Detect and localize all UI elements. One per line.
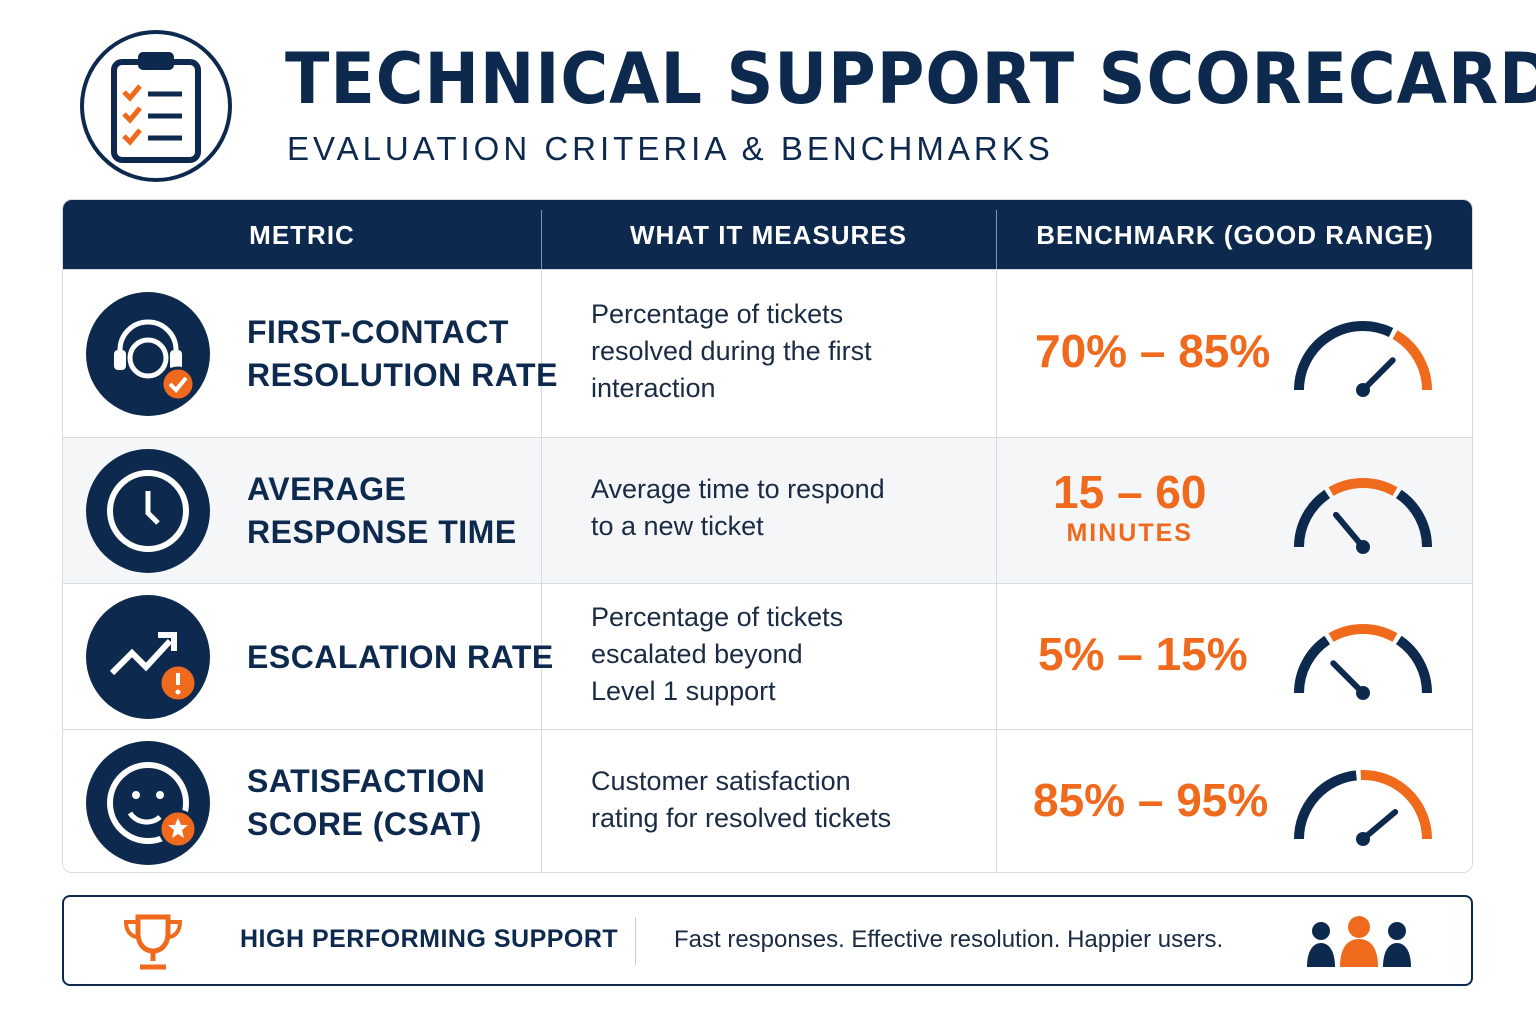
description-line: Percentage of tickets — [591, 298, 844, 329]
table-row: ESCALATION RATE Percentage of tickets esca… — [63, 583, 1472, 729]
scorecard-table: METRIC WHAT IT MEASURES BENCHMARK (GOOD … — [62, 199, 1473, 873]
benchmark-range: 85% – 95% — [1033, 773, 1269, 826]
metric-name-line: SCORE (CSAT) — [247, 805, 482, 842]
gauge-icon — [1294, 769, 1432, 846]
footer-label: HIGH PERFORMING SUPPORT — [240, 925, 619, 953]
description-line: resolved during the first — [591, 335, 872, 366]
description-line: interaction — [591, 372, 716, 403]
table-row: FIRST-CONTACT RESOLUTION RATE Percentage o… — [63, 269, 1472, 437]
metric-description: Percentage of tickets resolved during the… — [591, 296, 872, 407]
footer-banner: HIGH PERFORMING SUPPORT Fast responses. … — [62, 895, 1473, 986]
gauge-arc — [1395, 635, 1432, 694]
metric-description: Average time to respond to a new ticket — [591, 471, 885, 545]
footer-tagline: Fast responses. Effective resolution. Ha… — [674, 926, 1224, 953]
table-header: METRIC WHAT IT MEASURES BENCHMARK (GOOD … — [63, 200, 1472, 270]
gauge-arc — [1395, 489, 1432, 548]
metric-name-line: RESPONSE TIME — [247, 514, 517, 550]
benchmark-unit: MINUTES — [1066, 519, 1193, 547]
gauge-arc — [1328, 624, 1398, 642]
gauge-arc — [1294, 321, 1394, 391]
metric-icon — [86, 740, 210, 865]
title: TECHNICAL SUPPORT SCORECARD — [285, 38, 1536, 120]
metric-description: Percentage of tickets escalated beyond Lev… — [591, 599, 843, 710]
trophy-icon — [123, 914, 183, 970]
description-line: to a new ticket — [591, 511, 764, 541]
metric-description: Customer satisfaction rating for resolved… — [591, 763, 891, 837]
gauge-hub — [1356, 831, 1370, 846]
gauge-icon — [1294, 478, 1432, 554]
benchmark-range: 70% – 85% — [1035, 325, 1271, 377]
description-line: Level 1 support — [591, 675, 776, 706]
gauge-icon — [1294, 624, 1432, 700]
metric-name-line: RESOLUTION RATE — [247, 357, 558, 393]
metric-name-line: FIRST-CONTACT — [247, 314, 509, 350]
benchmark: 85% – 95% — [1033, 773, 1268, 827]
gauge-hub — [1356, 383, 1370, 397]
metric-name: ESCALATION RATE — [247, 636, 554, 679]
table-row: AVERAGE RESPONSE TIME Average time to resp… — [63, 437, 1472, 583]
benchmark: 5% – 15% — [1038, 627, 1248, 681]
column-header: BENCHMARK (GOOD RANGE) — [1036, 220, 1434, 250]
clipboard-icon — [80, 30, 232, 182]
description-line: Average time to respond — [591, 474, 885, 504]
team-icon — [1307, 916, 1411, 967]
description-line: rating for resolved tickets — [591, 802, 892, 833]
benchmark: 15 – 60 MINUTES — [1053, 465, 1206, 548]
metric-icon — [86, 595, 210, 719]
gauge-arc — [1328, 478, 1398, 496]
gauge-arc — [1294, 769, 1357, 839]
gauge-hub — [1356, 686, 1370, 700]
description-line: Percentage of tickets — [591, 601, 844, 632]
metric-name: SATISFACTION SCORE (CSAT) — [247, 760, 485, 846]
column-header: METRIC — [249, 220, 355, 250]
gauge-arc — [1392, 330, 1432, 391]
description-line: Customer satisfaction — [591, 765, 851, 796]
subtitle: EVALUATION CRITERIA & BENCHMARKS — [287, 130, 1054, 167]
gauge-arc — [1294, 489, 1331, 548]
benchmark: 70% – 85% — [1035, 324, 1270, 378]
gauge-arc — [1360, 769, 1432, 839]
metric-name: AVERAGE RESPONSE TIME — [247, 468, 517, 554]
metric-name-line: SATISFACTION — [247, 762, 486, 799]
metric-name-line: ESCALATION RATE — [247, 638, 554, 675]
benchmark-range: 15 – 60 — [1053, 466, 1207, 518]
metric-name: FIRST-CONTACT RESOLUTION RATE — [247, 311, 558, 397]
gauge-icon — [1294, 321, 1432, 397]
metric-name-line: AVERAGE — [247, 471, 407, 507]
metric-icon — [86, 449, 210, 573]
column-header: WHAT IT MEASURES — [630, 220, 907, 250]
gauge-arc — [1294, 635, 1331, 694]
table-row: SATISFACTION SCORE (CSAT) Customer satisfa… — [63, 729, 1472, 872]
metric-icon — [86, 292, 210, 416]
description-line: escalated beyond — [591, 638, 803, 669]
gauge-hub — [1356, 540, 1370, 554]
benchmark-range: 5% – 15% — [1038, 628, 1248, 680]
